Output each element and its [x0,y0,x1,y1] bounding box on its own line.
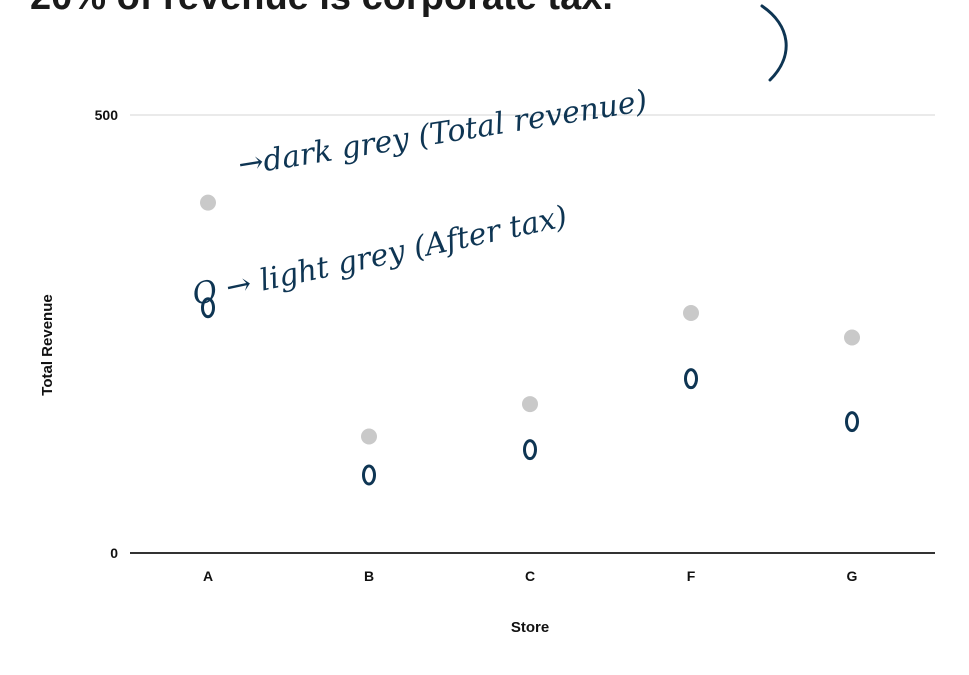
data-point [523,439,537,461]
data-point [522,396,538,413]
gridlines [130,114,935,554]
x-tick-label: C [525,568,535,584]
y-tick-label: 0 [110,545,118,561]
light-grey-annotation: O → light grey (After tax) [189,199,570,313]
x-axis-title: Store [511,619,549,636]
data-point [201,297,215,319]
data-point [362,464,376,486]
data-point [361,428,377,445]
data-point [845,411,859,433]
x-tick-label: B [364,568,374,584]
x-tick-label: F [687,568,696,584]
y-tick-label: 500 [95,107,119,123]
data-points [200,194,860,486]
axes: 0 500 A B C F G [95,107,858,584]
bracket-mark [760,4,788,82]
data-point [683,304,699,321]
page-title: 20% of revenue is corporate tax. [30,0,613,19]
dark-grey-annotation: →dark grey (Total revenue) [236,84,650,183]
x-tick-label: G [847,568,858,584]
x-tick-label: A [203,568,213,584]
data-point [200,194,216,211]
y-axis-title: Total Revenue [39,294,56,395]
data-point [684,368,698,390]
data-point [844,329,860,346]
